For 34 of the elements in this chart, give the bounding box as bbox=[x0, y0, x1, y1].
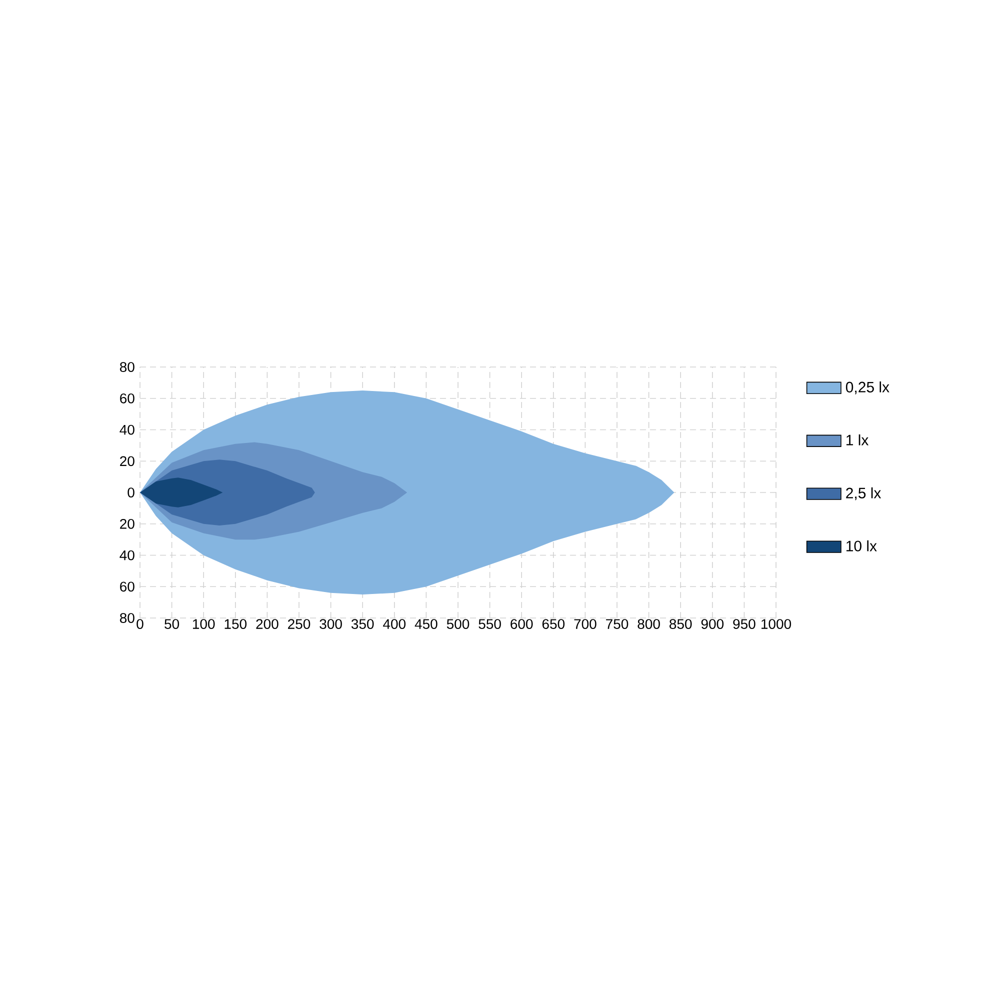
legend-label: 0,25 lx bbox=[846, 381, 890, 394]
x-tick-label: 650 bbox=[542, 619, 565, 629]
x-tick-label: 450 bbox=[414, 619, 438, 629]
y-tick-label: 20 bbox=[120, 456, 134, 466]
y-tick-label: 20 bbox=[120, 518, 134, 529]
y-tick-label: 80 bbox=[120, 613, 134, 623]
x-tick-label: 750 bbox=[606, 619, 628, 629]
legend-label: 10 lx bbox=[846, 540, 877, 552]
x-tick-label: 0 bbox=[136, 619, 144, 629]
y-tick-label: 40 bbox=[120, 550, 134, 560]
x-tick-label: 950 bbox=[733, 619, 756, 629]
y-tick-label: 60 bbox=[120, 582, 134, 592]
y-tick-label: 60 bbox=[120, 393, 134, 404]
x-tick-label: 700 bbox=[574, 619, 596, 629]
x-tick-label: 800 bbox=[638, 619, 660, 629]
x-tick-label: 850 bbox=[670, 619, 692, 629]
x-tick-label: 250 bbox=[288, 619, 310, 629]
x-tick-label: 400 bbox=[383, 619, 406, 629]
x-tick-label: 500 bbox=[446, 619, 470, 629]
y-tick-label: 40 bbox=[120, 424, 134, 435]
x-tick-label: 150 bbox=[224, 619, 247, 629]
legend-label: 1 lx bbox=[846, 434, 869, 446]
y-tick-label: 0 bbox=[128, 488, 134, 498]
x-tick-label: 50 bbox=[164, 619, 180, 629]
x-tick-label: 100 bbox=[192, 619, 215, 629]
x-tick-label: 600 bbox=[510, 619, 533, 629]
x-tick-label: 900 bbox=[701, 619, 724, 629]
x-tick-label: 350 bbox=[351, 619, 374, 629]
legend-label: 2,5 lx bbox=[846, 487, 882, 500]
x-tick-label: 300 bbox=[320, 619, 342, 629]
x-tick-label: 200 bbox=[256, 619, 278, 629]
x-tick-label: 1000 bbox=[762, 619, 792, 629]
x-tick-label: 550 bbox=[478, 619, 501, 629]
y-tick-label: 80 bbox=[120, 362, 134, 372]
